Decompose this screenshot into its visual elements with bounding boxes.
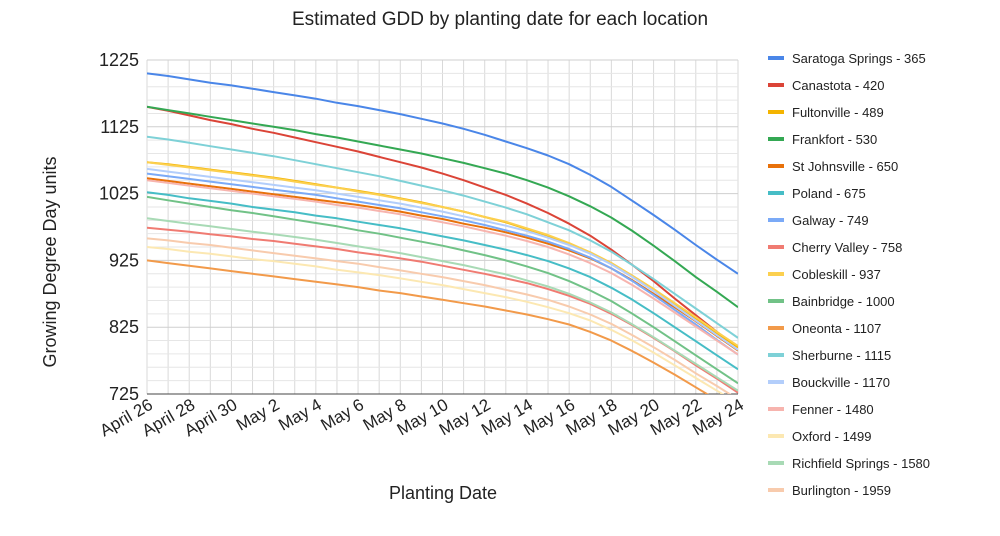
y-tick-label: 1225 [99, 50, 139, 70]
y-tick-label: 725 [109, 384, 139, 404]
legend-label: Richfield Springs - 1580 [792, 456, 930, 471]
legend-label: Sherburne - 1115 [792, 348, 891, 363]
y-tick-label: 1125 [100, 117, 139, 137]
legend-label: Cobleskill - 937 [792, 267, 881, 282]
legend-label: Burlington - 1959 [792, 483, 891, 498]
series-line-15 [147, 217, 738, 392]
series-line-0 [147, 72, 738, 275]
series-lines [147, 72, 738, 394]
legend-label: Canastota - 420 [792, 78, 885, 93]
plot-grid [146, 59, 739, 395]
legend-label: St Johnsville - 650 [792, 159, 898, 174]
x-tick-label: May 4 [275, 395, 325, 435]
legend: Saratoga Springs - 365 Canastota - 420 Ful… [768, 51, 930, 498]
y-axis-ticks: 725 825 925 1025 1125 1225 [99, 50, 139, 404]
y-axis-title: Growing Degree Day units [40, 156, 60, 367]
x-tick-label: May 2 [233, 395, 283, 435]
legend-label: Oneonta - 1107 [792, 321, 881, 336]
legend-label: Galway - 749 [792, 213, 869, 228]
legend-label: Bainbridge - 1000 [792, 294, 895, 309]
legend-label: Frankfort - 530 [792, 132, 877, 147]
series-line-13 [147, 179, 738, 356]
legend-label: Oxford - 1499 [792, 429, 872, 444]
series-line-8 [147, 161, 738, 347]
legend-label: Fultonville - 489 [792, 105, 884, 120]
series-line-3 [147, 105, 738, 309]
legend-label: Cherry Valley - 758 [792, 240, 902, 255]
y-tick-label: 925 [109, 250, 139, 270]
legend-label: Saratoga Springs - 365 [792, 51, 926, 66]
series-line-16 [147, 237, 732, 394]
series-line-11 [147, 135, 738, 339]
series-line-5 [147, 191, 738, 371]
legend-label: Bouckville - 1170 [792, 375, 890, 390]
x-tick-label: May 6 [317, 395, 367, 435]
series-line-9 [147, 195, 738, 385]
legend-label: Poland - 675 [792, 186, 866, 201]
y-tick-label: 825 [109, 317, 139, 337]
legend-label: Fenner - 1480 [792, 402, 874, 417]
series-line-14 [147, 246, 725, 394]
x-axis-title: Planting Date [389, 483, 497, 503]
series-line-10 [147, 259, 709, 394]
series-line-12 [147, 167, 738, 351]
series-line-6 [147, 172, 738, 356]
y-tick-label: 1025 [99, 184, 139, 204]
chart-title: Estimated GDD by planting date for each … [292, 9, 708, 30]
